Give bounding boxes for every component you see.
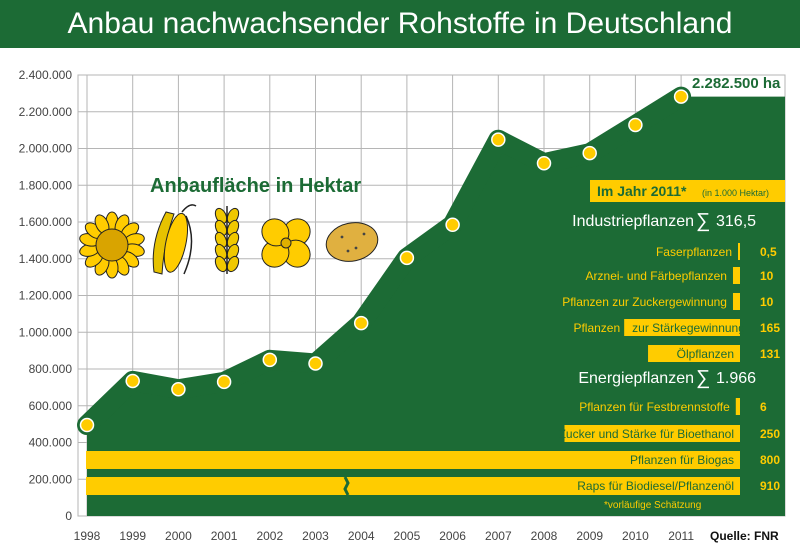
data-point xyxy=(628,117,643,133)
y-tick-label: 2.000.000 xyxy=(19,142,73,156)
breakdown-bar-label: zur Stärkegewinnung xyxy=(632,321,745,335)
breakdown-bar xyxy=(732,293,740,310)
data-point xyxy=(125,373,140,389)
data-point xyxy=(673,89,689,104)
breakdown-header-box xyxy=(590,180,785,202)
data-point xyxy=(491,132,506,147)
energy-group-total: 1.966 xyxy=(716,370,756,387)
breakdown-bar-label-outside: Pflanzen xyxy=(573,321,620,335)
breakdown-header-unit: (in 1.000 Hektar) xyxy=(702,188,769,198)
breakdown-bar xyxy=(732,267,740,284)
x-tick-label: 1998 xyxy=(74,529,101,543)
x-tick-label: 2005 xyxy=(394,529,421,543)
series-line xyxy=(77,86,692,436)
breakdown-bar-value: 6 xyxy=(760,400,767,414)
source-note: Quelle: FNR xyxy=(710,529,779,543)
x-tick-label: 2001 xyxy=(211,529,238,543)
energy-group-sigma: ∑ xyxy=(696,367,710,389)
industry-group-sigma: ∑ xyxy=(696,210,710,232)
x-tick-label: 2000 xyxy=(165,529,192,543)
breakdown-bar-label: Faserpflanzen xyxy=(656,245,732,259)
x-tick-label: 2008 xyxy=(531,529,558,543)
breakdown-bar-label: Pflanzen zur Zuckergewinnung xyxy=(562,295,727,309)
breakdown-bar-label: Pflanzen für Biogas xyxy=(630,453,734,467)
x-tick-label: 2004 xyxy=(348,529,375,543)
data-point xyxy=(399,250,415,266)
energy-group-name: Energiepflanzen xyxy=(578,370,694,387)
x-tick-label: 2011 xyxy=(668,529,694,543)
footnote: *vorläufige Schätzung xyxy=(604,500,701,511)
x-tick-label: 2009 xyxy=(576,529,603,543)
y-tick-label: 400.000 xyxy=(29,436,73,450)
corn-icon xyxy=(152,204,197,275)
y-tick-label: 1.800.000 xyxy=(19,178,73,192)
rapeseed-flower-icon xyxy=(261,218,311,268)
breakdown-bar-label: Zucker und Stärke für Bioethanol xyxy=(559,427,734,441)
last-value-label: 2.282.500 ha xyxy=(692,75,781,92)
breakdown-bar-value: 165 xyxy=(760,321,780,335)
data-point xyxy=(353,315,369,331)
industry-group-name: Industriepflanzen xyxy=(572,213,694,230)
industry-group-total: 316,5 xyxy=(716,213,756,230)
potato-icon xyxy=(325,222,379,262)
breakdown-bar-value: 131 xyxy=(760,347,780,361)
x-tick-label: 2006 xyxy=(439,529,466,543)
y-tick-label: 1.000.000 xyxy=(19,325,73,339)
y-tick-label: 800.000 xyxy=(29,362,73,376)
breakdown-bar-value: 10 xyxy=(760,295,774,309)
data-point xyxy=(445,217,460,233)
chart-subtitle: Anbaufläche in Hektar xyxy=(150,175,361,197)
y-tick-label: 2.400.000 xyxy=(19,68,73,82)
breakdown-bar-value: 800 xyxy=(760,453,780,467)
breakdown-bar xyxy=(738,243,740,260)
breakdown-bar xyxy=(86,477,740,495)
breakdown-bar xyxy=(624,319,740,336)
x-tick-label: 2002 xyxy=(256,529,283,543)
y-tick-label: 200.000 xyxy=(29,472,73,486)
data-point xyxy=(536,155,552,171)
breakdown-bar-value: 0,5 xyxy=(760,245,777,259)
breakdown-bar-label: Pflanzen für Festbrennstoffe xyxy=(579,400,730,414)
breakdown-header: Im Jahr 2011* xyxy=(597,183,687,199)
y-tick-label: 2.200.000 xyxy=(19,105,73,119)
breakdown-bar-value: 250 xyxy=(760,427,780,441)
breakdown-bar-value: 910 xyxy=(760,479,780,493)
x-tick-label: 2003 xyxy=(302,529,329,543)
breakdown-bar xyxy=(86,451,740,469)
breakdown-bar-label: Arznei- und Färbepflanzen xyxy=(586,269,727,283)
breakdown-bar-value: 10 xyxy=(760,269,774,283)
data-point xyxy=(171,381,186,397)
breakdown-bar xyxy=(735,398,740,415)
y-tick-label: 600.000 xyxy=(29,399,73,413)
data-point xyxy=(79,417,95,433)
breakdown-bar-label: Raps für Biodiesel/Pflanzenöl xyxy=(577,479,734,493)
data-point xyxy=(262,352,278,368)
y-tick-label: 1.400.000 xyxy=(19,252,73,266)
data-point xyxy=(308,356,323,371)
breakdown-bar xyxy=(648,345,740,362)
crop-icons xyxy=(79,204,379,279)
data-point xyxy=(582,145,597,161)
x-tick-label: 1999 xyxy=(119,529,146,543)
y-tick-label: 0 xyxy=(65,509,72,523)
breakdown-panel: Im Jahr 2011* (in 1.000 Hektar) Industriep… xyxy=(86,180,785,496)
y-tick-label: 1.600.000 xyxy=(19,215,73,229)
x-tick-label: 2010 xyxy=(622,529,649,543)
breakdown-bar-label: Ölpflanzen xyxy=(677,347,734,361)
data-point xyxy=(216,374,232,390)
y-tick-label: 1.200.000 xyxy=(19,289,73,303)
sunflower-icon xyxy=(79,211,145,279)
wheat-icon xyxy=(214,206,240,274)
x-tick-label: 2007 xyxy=(485,529,512,543)
breakdown-bar xyxy=(564,425,740,442)
axis-break-mark xyxy=(343,476,350,496)
page-title: Anbau nachwachsender Rohstoffe in Deutsc… xyxy=(0,0,800,48)
